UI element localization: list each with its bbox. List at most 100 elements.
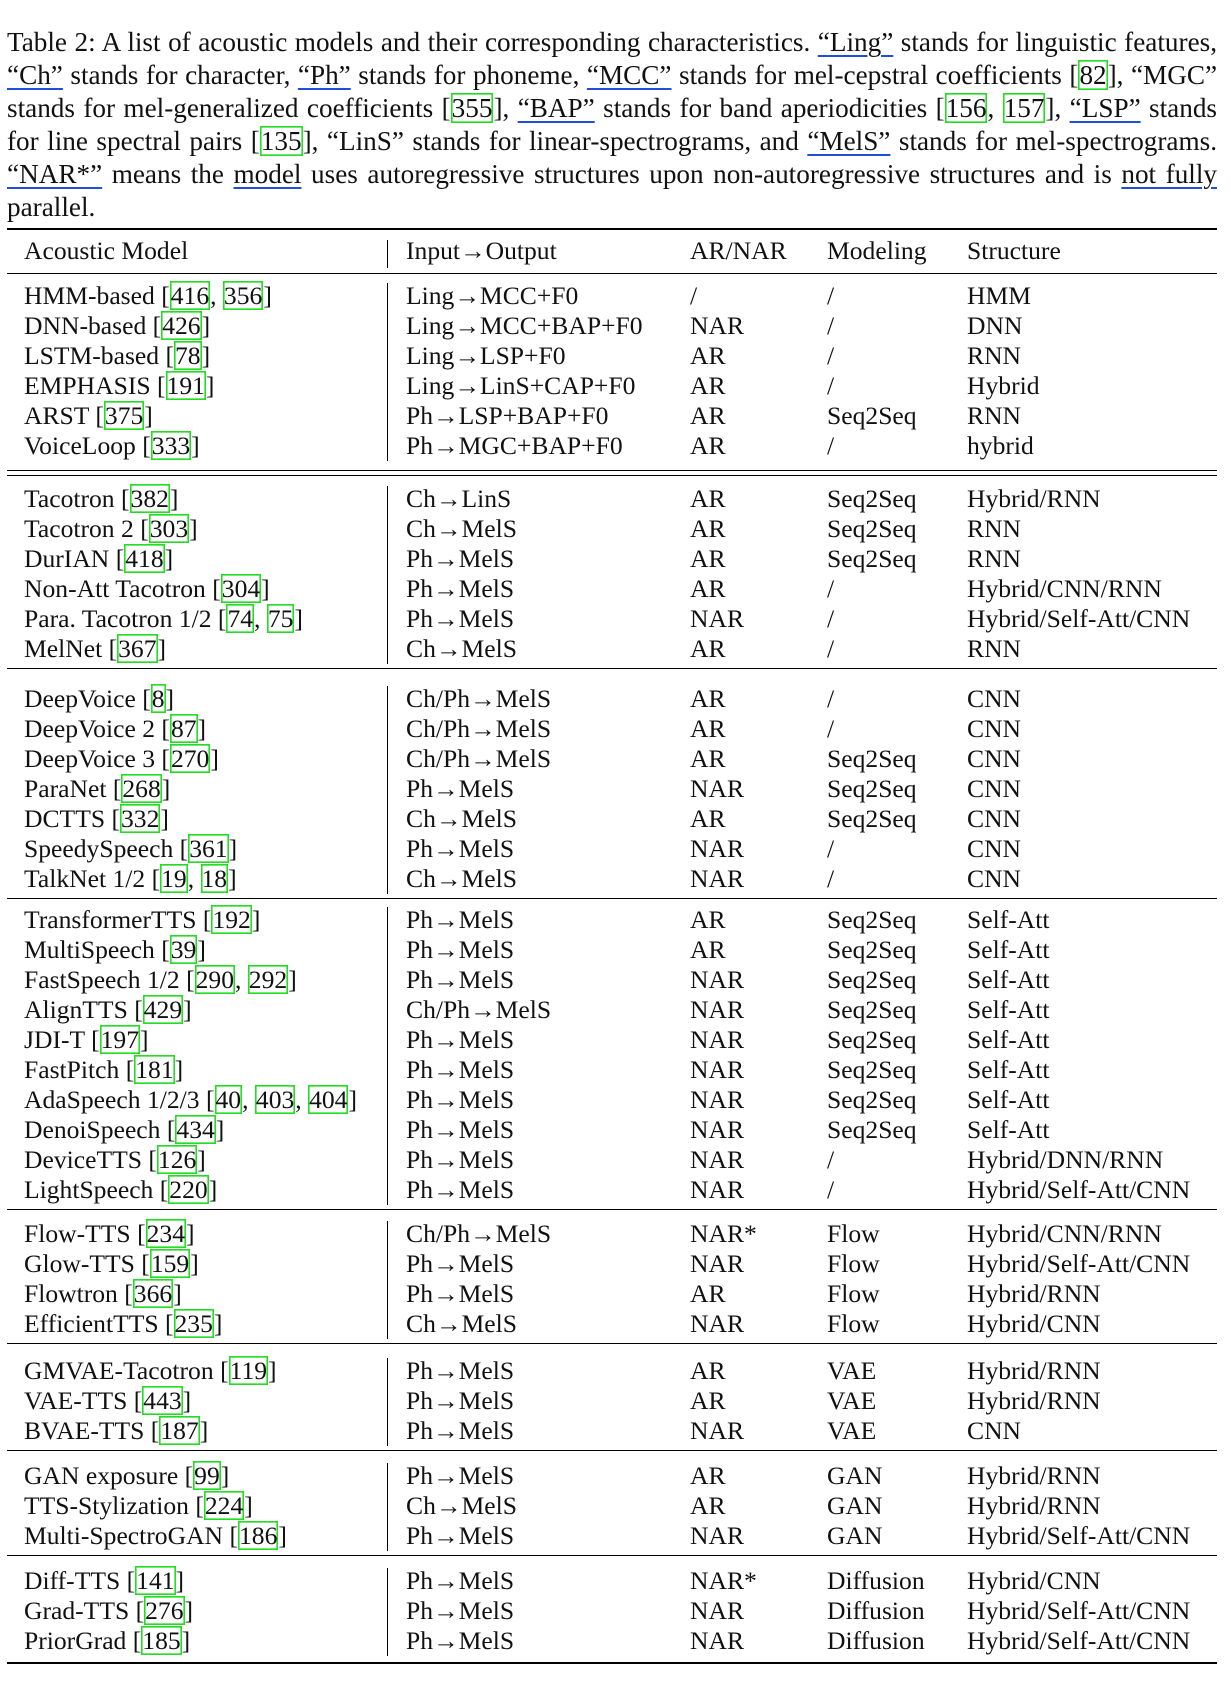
citation-link[interactable]: 187 [160, 1416, 199, 1445]
citation-link[interactable]: 235 [174, 1309, 213, 1338]
table-row: JDI-T [197] Ph→MelS NAR Seq2Seq Self-Att [0, 1025, 1231, 1055]
model-name-text: VoiceLoop [24, 431, 143, 460]
caption-label: Table 2: [7, 27, 96, 57]
citation-link[interactable]: 403 [255, 1085, 295, 1114]
citation-link[interactable]: 356 [223, 281, 263, 310]
model-name-text: DNN-based [24, 311, 153, 340]
citation-link[interactable]: 87 [170, 714, 197, 743]
row-input-output: Ph→MelS [406, 1145, 515, 1174]
citation-link[interactable]: 141 [136, 1566, 175, 1595]
row-modeling: GAN [827, 1521, 883, 1550]
row-model-name: TTS-Stylization [224] [24, 1491, 253, 1520]
term-mels: “MelS” [807, 126, 891, 156]
citation-link[interactable]: 332 [121, 804, 160, 833]
table-top-rule [7, 228, 1217, 230]
row-structure: Self-Att [967, 965, 1050, 994]
model-name-text: AdaSpeech 1/2/3 [24, 1085, 206, 1114]
citation-link[interactable]: 99 [194, 1461, 220, 1490]
citation-link[interactable]: 333 [151, 431, 191, 460]
row-ar-nar: AR [690, 684, 726, 713]
citation-link[interactable]: 156 [945, 93, 987, 123]
row-model-name: Tacotron 2 [303] [24, 514, 198, 543]
citation-link[interactable]: 367 [118, 634, 157, 663]
citation-link[interactable]: 416 [170, 281, 210, 310]
citation-link[interactable]: 366 [133, 1279, 173, 1308]
citation-link[interactable]: 192 [212, 905, 251, 934]
citation-link[interactable]: 303 [149, 514, 189, 543]
citation-link[interactable]: 426 [162, 311, 201, 340]
citation-link[interactable]: 290 [195, 965, 234, 994]
row-ar-nar: NAR [690, 1309, 745, 1338]
citation-link[interactable]: 404 [309, 1085, 348, 1114]
citation-link[interactable]: 82 [1079, 60, 1107, 90]
citation-link[interactable]: 304 [221, 574, 261, 603]
citation-link[interactable]: 418 [125, 544, 164, 573]
citation-link[interactable]: 234 [146, 1219, 185, 1248]
row-model-name: DurIAN [418] [24, 544, 174, 573]
table-row: FastPitch [181] Ph→MelS NAR Seq2Seq Self-Att [0, 1055, 1231, 1085]
citation-link[interactable]: 159 [150, 1249, 190, 1278]
citation-link[interactable]: 157 [1003, 93, 1045, 123]
row-structure: RNN [967, 634, 1022, 663]
citation-link[interactable]: 220 [169, 1175, 208, 1204]
row-modeling: Seq2Seq [827, 774, 917, 803]
citation-link[interactable]: 292 [248, 965, 288, 994]
citation-link[interactable]: 276 [145, 1596, 184, 1625]
citation-link[interactable]: 135 [260, 126, 302, 156]
citation-link[interactable]: 18 [201, 864, 228, 893]
citation-link[interactable]: 185 [142, 1626, 181, 1655]
citation-link[interactable]: 75 [267, 604, 294, 633]
citation-link[interactable]: 270 [170, 744, 210, 773]
row-ar-nar: NAR [690, 965, 745, 994]
row-ar-nar: NAR [690, 1085, 745, 1114]
citation-link[interactable]: 126 [157, 1145, 197, 1174]
citation-link[interactable]: 39 [170, 935, 197, 964]
model-name-text: Glow-TTS [24, 1249, 142, 1278]
citation-link[interactable]: 19 [161, 864, 187, 893]
citation-link[interactable]: 268 [122, 774, 161, 803]
citation-link[interactable]: 191 [166, 371, 205, 400]
header-structure: Structure [967, 236, 1061, 265]
row-structure: Self-Att [967, 1115, 1050, 1144]
row-ar-nar: AR [690, 484, 726, 513]
model-name-text: GMVAE-Tacotron [24, 1356, 221, 1385]
citation-link[interactable]: 375 [104, 401, 144, 430]
citation-link[interactable]: 434 [176, 1115, 215, 1144]
row-modeling: Seq2Seq [827, 804, 917, 833]
column-divider [387, 283, 388, 461]
row-model-name: Multi-SpectroGAN [186] [24, 1521, 287, 1550]
row-ar-nar: AR [690, 401, 726, 430]
term-mgc: “MGC” [1130, 60, 1218, 90]
table-row: Flowtron [366] Ph→MelS AR Flow Hybrid/RNN [0, 1279, 1231, 1309]
table-row: EfficientTTS [235] Ch→MelS NAR Flow Hybrid/C… [0, 1309, 1231, 1339]
citation-link[interactable]: 181 [135, 1055, 174, 1084]
citation-link[interactable]: 355 [451, 93, 493, 123]
row-structure: Hybrid/DNN/RNN [967, 1145, 1164, 1174]
table-row: GAN exposure [99] Ph→MelS AR GAN Hybrid/RNN [0, 1461, 1231, 1491]
row-model-name: GAN exposure [99] [24, 1461, 230, 1490]
model-name-text: MelNet [24, 634, 109, 663]
citation-link[interactable]: 40 [215, 1085, 242, 1114]
table-row: HMM-based [416, 356] Ling→MCC+F0 / / HMM [0, 281, 1231, 311]
citation-link[interactable]: 74 [227, 604, 254, 633]
row-ar-nar: AR [690, 1279, 726, 1308]
row-modeling: Flow [827, 1309, 880, 1338]
citation-link[interactable]: 78 [174, 341, 201, 370]
citation-link[interactable]: 8 [151, 684, 165, 713]
citation-link[interactable]: 382 [130, 484, 169, 513]
citation-link[interactable]: 224 [204, 1491, 244, 1520]
citation-link[interactable]: 429 [143, 995, 183, 1024]
row-input-output: Ph→MelS [406, 1025, 515, 1054]
row-model-name: VAE-TTS [443] [24, 1386, 192, 1415]
citation-link[interactable]: 361 [189, 834, 228, 863]
row-ar-nar: NAR [690, 774, 745, 803]
table-row: VoiceLoop [333] Ph→MGC+BAP+F0 AR / hybrid [0, 431, 1231, 461]
citation-link[interactable]: 119 [229, 1356, 268, 1385]
citation-link[interactable]: 197 [100, 1025, 139, 1054]
table-row: TTS-Stylization [224] Ch→MelS AR GAN Hybrid/… [0, 1491, 1231, 1521]
row-model-name: MultiSpeech [39] [24, 935, 206, 964]
citation-link[interactable]: 443 [143, 1386, 182, 1415]
row-input-output: Ch→LinS [406, 484, 512, 513]
citation-link[interactable]: 186 [238, 1521, 278, 1550]
table-row: AlignTTS [429] Ch/Ph→MelS NAR Seq2Seq Self-A… [0, 995, 1231, 1025]
